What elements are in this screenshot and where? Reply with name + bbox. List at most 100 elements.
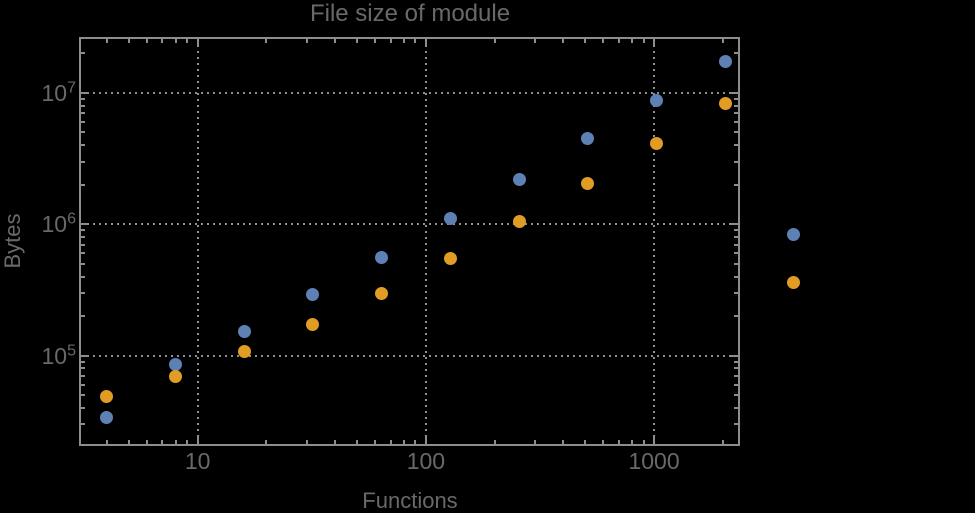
y-tick-mark (734, 394, 738, 397)
x-tick-mark (389, 39, 392, 43)
y-tick-mark (734, 375, 738, 378)
plot-frame (79, 37, 740, 446)
y-tick-mark (81, 394, 85, 397)
chart-title: File size of module (309, 0, 511, 27)
x-tick-mark (414, 39, 417, 43)
y-tick-label: 106 (41, 210, 77, 238)
y-tick-mark (81, 91, 88, 94)
y-tick-mark (734, 262, 738, 265)
data-point-orange (581, 177, 595, 191)
x-tick-mark (642, 440, 645, 444)
x-tick-mark (584, 39, 587, 43)
data-point-orange (169, 369, 183, 383)
data-point-blue (649, 94, 663, 108)
x-gridline (196, 39, 199, 444)
y-tick-mark (734, 252, 738, 255)
x-tick-mark (630, 440, 633, 444)
data-point-orange (787, 276, 801, 290)
y-tick-mark (81, 252, 85, 255)
y-tick-mark (734, 315, 738, 318)
y-tick-mark (734, 97, 738, 100)
data-point-blue (787, 227, 801, 241)
data-point-blue (443, 212, 457, 226)
x-tick-mark (642, 39, 645, 43)
x-tick-mark (356, 440, 359, 444)
x-tick-mark (146, 440, 149, 444)
y-tick-mark (734, 121, 738, 124)
y-tick-mark (734, 160, 738, 163)
x-tick-mark (602, 440, 605, 444)
x-tick-mark (265, 39, 268, 43)
x-tick-mark (402, 39, 405, 43)
data-point-orange (718, 97, 732, 111)
y-tick-mark (81, 407, 85, 410)
y-tick-mark (81, 315, 85, 318)
x-tick-mark (334, 39, 337, 43)
x-tick-mark (653, 39, 656, 46)
y-tick-mark (734, 112, 738, 115)
y-tick-mark (81, 223, 88, 226)
x-tick-mark (196, 437, 199, 444)
x-tick-mark (402, 440, 405, 444)
x-tick-mark (105, 440, 108, 444)
x-tick-mark (584, 440, 587, 444)
y-tick-mark (81, 243, 85, 246)
y-gridline (81, 223, 738, 226)
y-tick-mark (731, 223, 738, 226)
y-axis-label: Bytes (0, 213, 25, 269)
y-tick-mark (734, 243, 738, 246)
y-tick-mark (81, 236, 85, 239)
data-point-orange (100, 389, 114, 403)
y-tick-mark (81, 360, 85, 363)
y-tick-mark (81, 354, 88, 357)
y-tick-mark (731, 354, 738, 357)
y-tick-label: 105 (41, 342, 77, 369)
x-tick-mark (424, 39, 427, 46)
y-tick-mark (81, 121, 85, 124)
data-point-orange (512, 215, 526, 229)
x-tick-mark (161, 39, 164, 43)
x-tick-mark (174, 39, 177, 43)
x-tick-mark (653, 437, 656, 444)
x-tick-mark (161, 440, 164, 444)
x-tick-mark (305, 39, 308, 43)
x-tick-mark (174, 440, 177, 444)
y-tick-mark (81, 275, 85, 278)
data-point-orange (237, 345, 251, 359)
x-tick-mark (374, 39, 377, 43)
y-tick-mark (81, 52, 85, 55)
y-tick-mark (734, 423, 738, 426)
x-tick-mark (493, 440, 496, 444)
x-tick-mark (602, 39, 605, 43)
y-tick-mark (734, 229, 738, 232)
x-tick-mark (128, 440, 130, 444)
y-tick-mark (734, 183, 738, 186)
y-tick-mark (734, 360, 738, 363)
y-tick-mark (734, 144, 738, 147)
x-tick-label: 1000 (628, 448, 680, 474)
y-tick-mark (734, 292, 738, 295)
data-point-blue (237, 325, 251, 339)
y-tick-mark (734, 104, 738, 107)
x-tick-mark (374, 440, 377, 444)
y-tick-mark (81, 423, 85, 426)
x-tick-mark (721, 39, 724, 43)
data-point-blue (718, 55, 732, 69)
y-tick-mark (734, 275, 738, 278)
x-tick-mark (186, 39, 189, 43)
y-tick-mark (81, 144, 85, 147)
y-tick-mark (731, 91, 738, 94)
x-tick-mark (265, 440, 268, 444)
x-tick-mark (105, 39, 108, 43)
y-tick-mark (81, 97, 85, 100)
x-tick-mark (334, 440, 337, 444)
data-point-blue (512, 173, 526, 187)
y-tick-mark (734, 236, 738, 239)
data-point-blue (100, 410, 114, 424)
x-tick-mark (721, 440, 724, 444)
x-tick-mark (414, 440, 417, 444)
x-tick-mark (562, 440, 565, 444)
y-tick-mark (81, 367, 85, 370)
y-tick-mark (81, 104, 85, 107)
